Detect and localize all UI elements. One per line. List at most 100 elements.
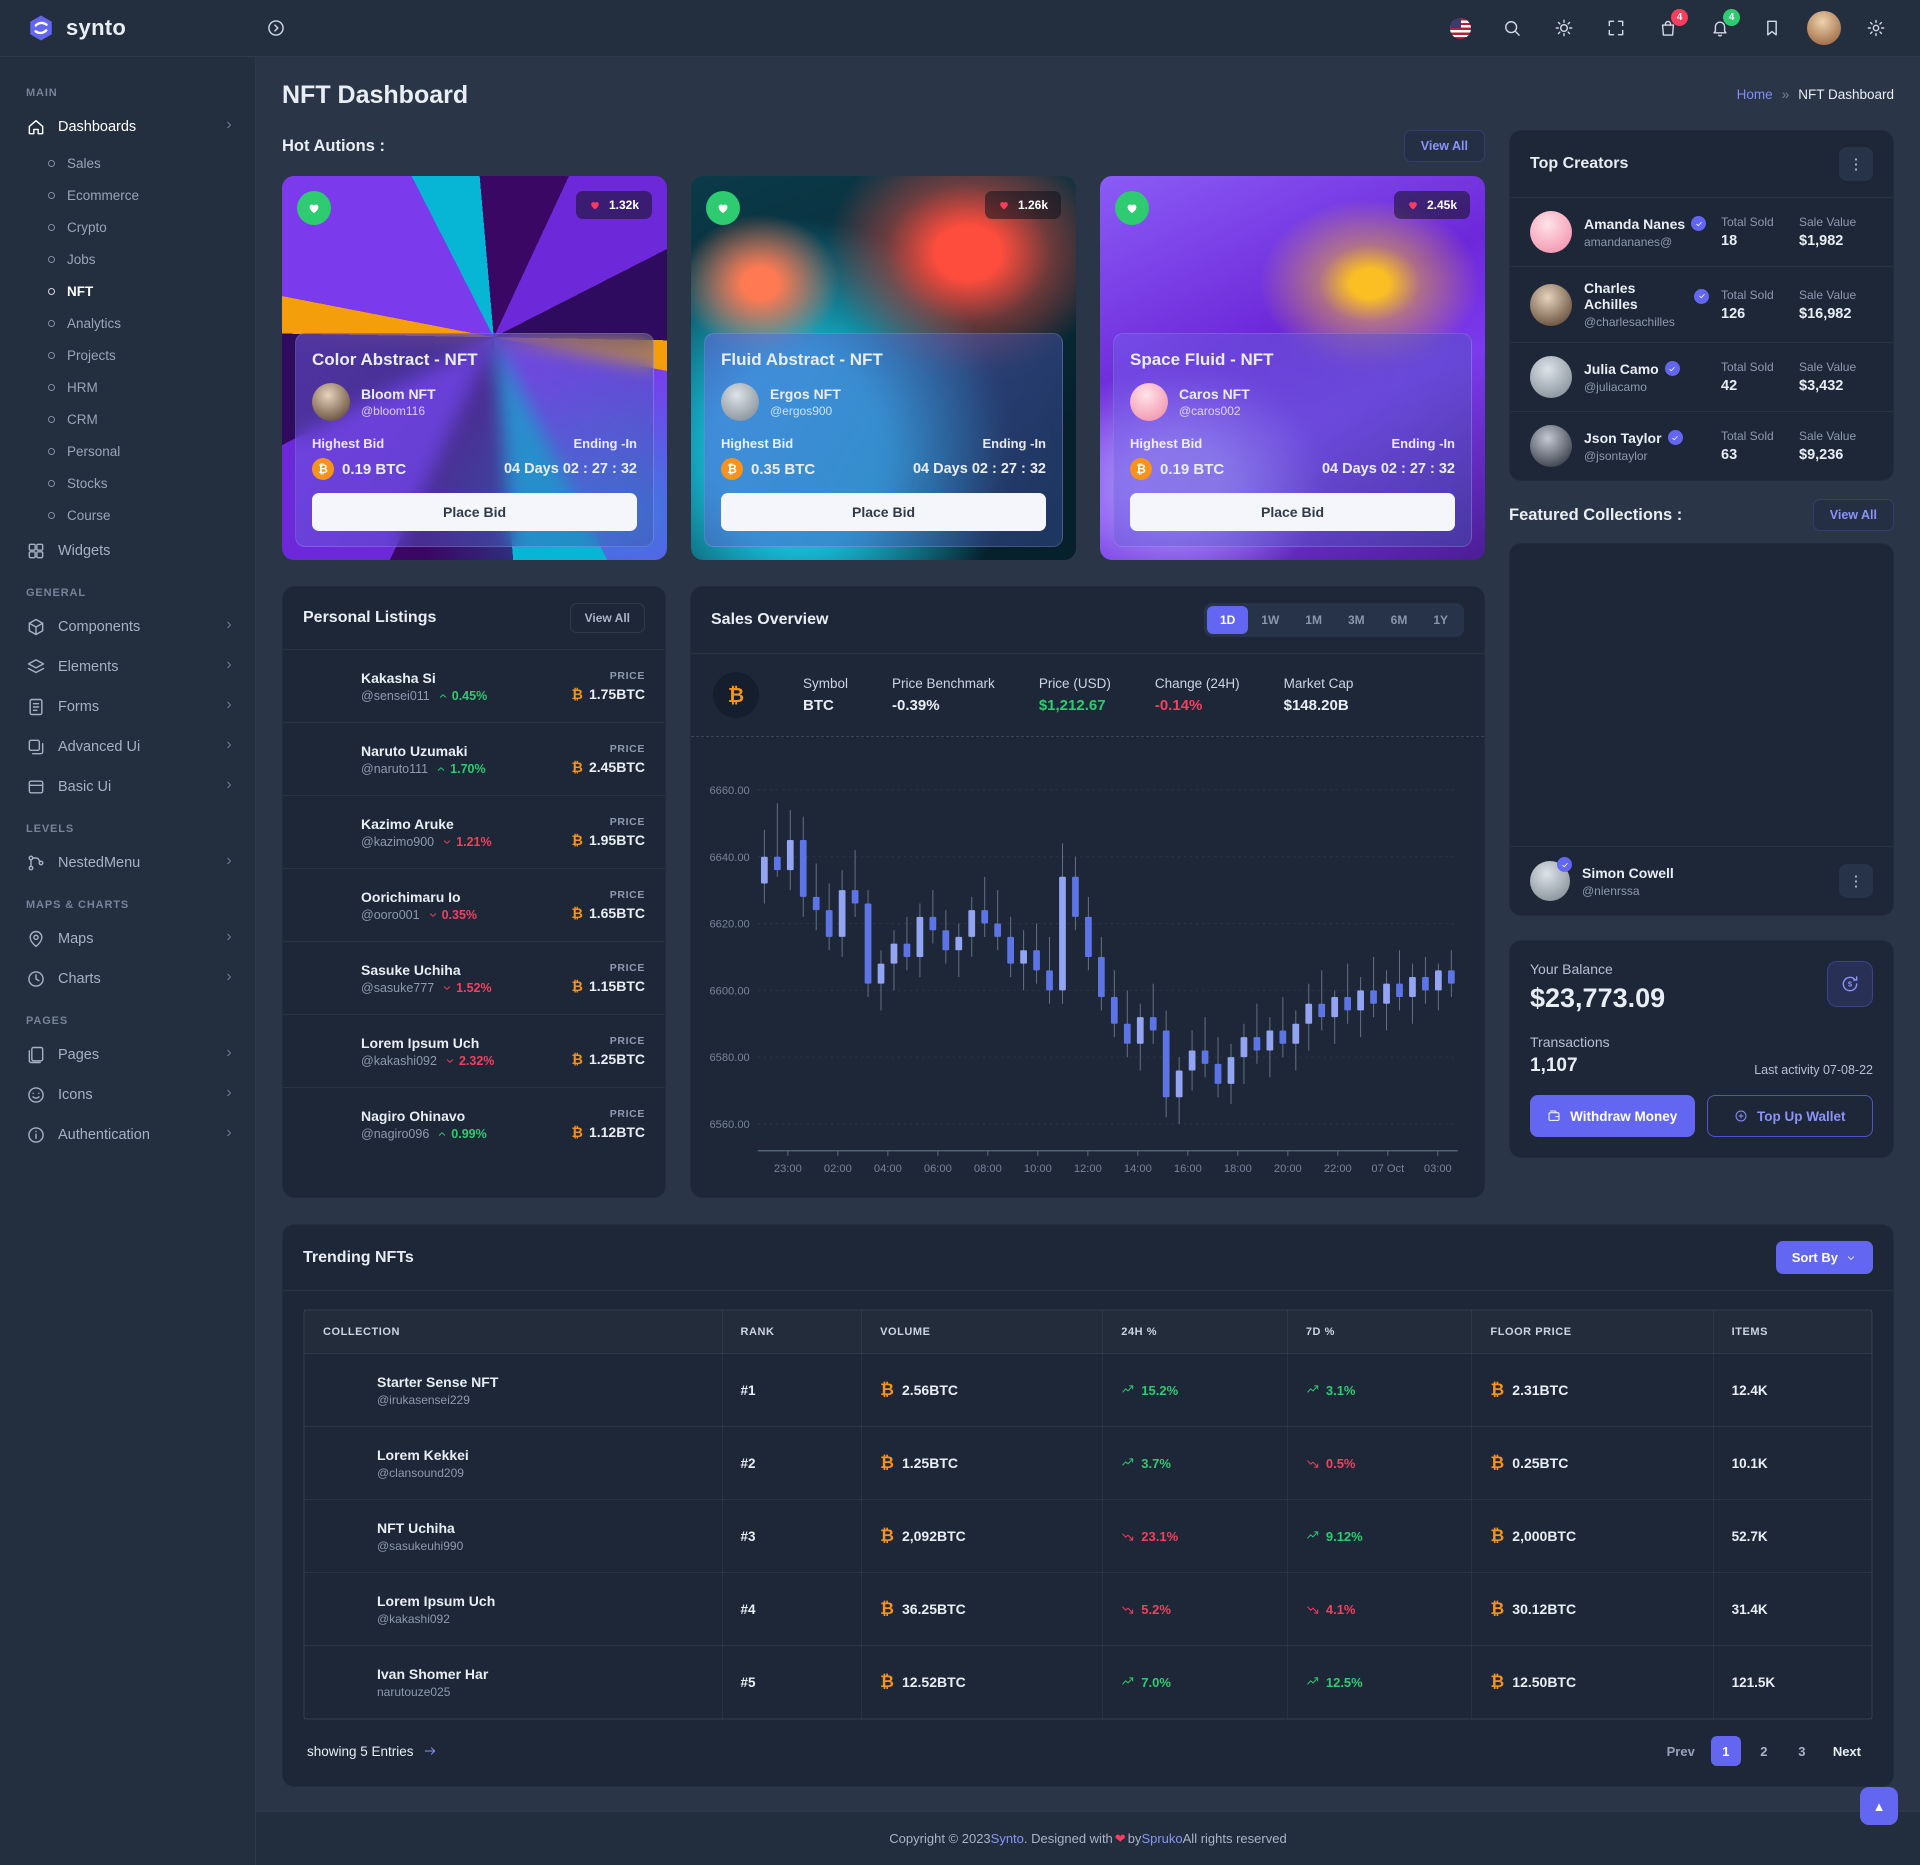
sidebar-item-icons[interactable]: Icons <box>0 1075 255 1115</box>
place-bid-button[interactable]: Place Bid <box>1130 493 1455 531</box>
sort-by-button[interactable]: Sort By <box>1775 1241 1873 1275</box>
sidebar-subitem-personal[interactable]: Personal <box>0 435 255 467</box>
sidebar-subitem-projects[interactable]: Projects <box>0 339 255 371</box>
sidebar-item-advanced-ui[interactable]: Advanced Ui <box>0 727 255 767</box>
collection-image[interactable] <box>1530 702 1695 826</box>
creator-row[interactable]: Json Taylor @jsontaylor Total Sold 63 Sal… <box>1510 411 1893 480</box>
charts-icon <box>28 971 44 987</box>
place-bid-button[interactable]: Place Bid <box>312 493 637 531</box>
collection-image[interactable] <box>1709 702 1874 826</box>
owner-avatar-wrap <box>1530 857 1572 901</box>
bookmark-button[interactable] <box>1752 8 1792 48</box>
settings-button[interactable] <box>1856 8 1896 48</box>
range-tab-1w[interactable]: 1W <box>1248 606 1292 634</box>
pagination-page-3[interactable]: 3 <box>1787 1736 1817 1766</box>
listing-row[interactable]: Lorem Ipsum Uch @kakashi092 2.32% PRICE … <box>283 1014 665 1087</box>
total-sold-label: Total Sold <box>1721 215 1774 229</box>
range-tab-1y[interactable]: 1Y <box>1420 606 1461 634</box>
hot-auctions-view-all-button[interactable]: View All <box>1403 130 1485 162</box>
pagination-page-1[interactable]: 1 <box>1710 1736 1741 1767</box>
favorite-button[interactable] <box>297 191 331 225</box>
top-creators-menu-button[interactable]: ⋮ <box>1839 147 1873 181</box>
sidebar-item-elements[interactable]: Elements <box>0 647 255 687</box>
sidebar-subitem-stocks[interactable]: Stocks <box>0 467 255 499</box>
bitcoin-icon: ₿ <box>571 1124 583 1141</box>
sidebar-item-pages[interactable]: Pages <box>0 1035 255 1075</box>
pagination-next[interactable]: Next <box>1825 1736 1869 1766</box>
listing-row[interactable]: Kazimo Aruke @kazimo900 1.21% PRICE ₿ 1.9… <box>283 795 665 868</box>
listing-row[interactable]: Oorichimaru Io @ooro001 0.35% PRICE ₿ 1.6… <box>283 868 665 941</box>
heart-icon <box>1409 202 1417 210</box>
listing-price: ₿ 1.65BTC <box>571 905 645 922</box>
creator-name: Caros NFT <box>1179 386 1250 403</box>
fullscreen-button[interactable] <box>1596 8 1636 48</box>
search-button[interactable] <box>1492 8 1532 48</box>
shopping-bag-icon <box>1661 20 1675 36</box>
owner-name: Simon Cowell <box>1582 864 1674 881</box>
personal-listings-card: Personal Listings View All Kakasha Si @s… <box>282 586 666 1199</box>
theme-toggle-button[interactable] <box>1544 8 1584 48</box>
change-24h-cell: 15.2% <box>1121 1383 1269 1398</box>
sidebar-item-forms[interactable]: Forms <box>0 687 255 727</box>
notifications-button[interactable]: 4 <box>1700 8 1740 48</box>
featured-collections-view-all-button[interactable]: View All <box>1812 499 1894 531</box>
collection-image[interactable] <box>1709 564 1874 688</box>
scroll-top-button[interactable]: ▲ <box>1860 1787 1898 1826</box>
bitcoin-icon: ₿ <box>312 458 334 480</box>
sidebar-subitem-sales[interactable]: Sales <box>0 147 255 179</box>
sidebar-item-authentication[interactable]: Authentication <box>0 1115 255 1155</box>
brand-logo[interactable]: synto <box>0 13 256 43</box>
cart-button[interactable]: 4 <box>1648 8 1688 48</box>
sidebar-item-maps[interactable]: Maps <box>0 919 255 959</box>
sidebar-subitem-crypto[interactable]: Crypto <box>0 211 255 243</box>
creator-row[interactable]: Julia Camo @juliacamo Total Sold 42 Sale … <box>1510 342 1893 411</box>
listing-row[interactable]: Sasuke Uchiha @sasuke777 1.52% PRICE ₿ 1.… <box>283 941 665 1014</box>
price-label: PRICE <box>609 742 645 755</box>
listing-row[interactable]: Kakasha Si @sensei011 0.45% PRICE ₿ 1.75B… <box>283 650 665 722</box>
range-tab-6m[interactable]: 6M <box>1378 606 1421 634</box>
sale-value-label: Sale Value <box>1799 287 1857 302</box>
range-tab-3m[interactable]: 3M <box>1335 606 1378 634</box>
sidebar-subitem-course[interactable]: Course <box>0 499 255 531</box>
range-tab-1d[interactable]: 1D <box>1206 606 1249 634</box>
sidebar-item-charts[interactable]: Charts <box>0 959 255 999</box>
language-button[interactable] <box>1440 8 1480 48</box>
sidebar-subitem-jobs[interactable]: Jobs <box>0 243 255 275</box>
sidebar-subitem-nft[interactable]: NFT <box>0 275 255 307</box>
currency-exchange-button[interactable]: $ <box>1827 961 1873 1007</box>
sidebar-item-basic-ui[interactable]: Basic Ui <box>0 767 255 807</box>
sidebar-subitem-hrm[interactable]: HRM <box>0 371 255 403</box>
sidebar-item-dashboards[interactable]: Dashboards <box>0 107 255 147</box>
breadcrumb-home-link[interactable]: Home <box>1736 87 1773 102</box>
creator-row[interactable]: Charles Achilles @charlesachilles Total … <box>1510 266 1893 342</box>
favorite-button[interactable] <box>1115 191 1149 225</box>
listing-row[interactable]: Nagiro Ohinavo @nagiro096 0.99% PRICE ₿ 1… <box>283 1087 665 1160</box>
pagination-prev[interactable]: Prev <box>1659 1736 1703 1766</box>
creator-name: Julia Camo <box>1584 361 1709 377</box>
sidebar-subitem-ecommerce[interactable]: Ecommerce <box>0 179 255 211</box>
chevron-right-icon <box>227 973 231 981</box>
sidebar-subitem-analytics[interactable]: Analytics <box>0 307 255 339</box>
range-tab-1m[interactable]: 1M <box>1292 606 1335 634</box>
place-bid-button[interactable]: Place Bid <box>721 493 1046 531</box>
sidebar-item-widgets[interactable]: Widgets <box>0 531 255 571</box>
bitcoin-icon: ₿ <box>880 1380 894 1401</box>
profile-button[interactable] <box>1804 8 1844 48</box>
price-label: PRICE <box>609 888 645 901</box>
sidebar-item-components[interactable]: Components <box>0 607 255 647</box>
sidebar-collapse-button[interactable] <box>256 8 296 48</box>
top-up-wallet-button[interactable]: Top Up Wallet <box>1706 1095 1873 1137</box>
bitcoin-icon: ₿ <box>880 1599 894 1620</box>
sidebar-subitem-crm[interactable]: CRM <box>0 403 255 435</box>
pagination-page-2[interactable]: 2 <box>1749 1736 1779 1766</box>
sidebar-item-nestedmenu[interactable]: NestedMenu <box>0 843 255 883</box>
trend-up-icon <box>1307 1531 1319 1539</box>
withdraw-money-button[interactable]: Withdraw Money <box>1530 1095 1695 1137</box>
collection-image[interactable] <box>1530 564 1695 688</box>
listing-row[interactable]: Naruto Uzumaki @naruto111 1.70% PRICE ₿ 2… <box>283 722 665 795</box>
collection-owner-menu-button[interactable]: ⋮ <box>1839 864 1873 898</box>
change-7d-cell: 3.1% <box>1306 1383 1454 1398</box>
favorite-button[interactable] <box>706 191 740 225</box>
personal-listings-view-all-button[interactable]: View All <box>569 603 645 633</box>
creator-row[interactable]: Amanda Nanes amandananes@ Total Sold 18 S… <box>1510 198 1893 266</box>
